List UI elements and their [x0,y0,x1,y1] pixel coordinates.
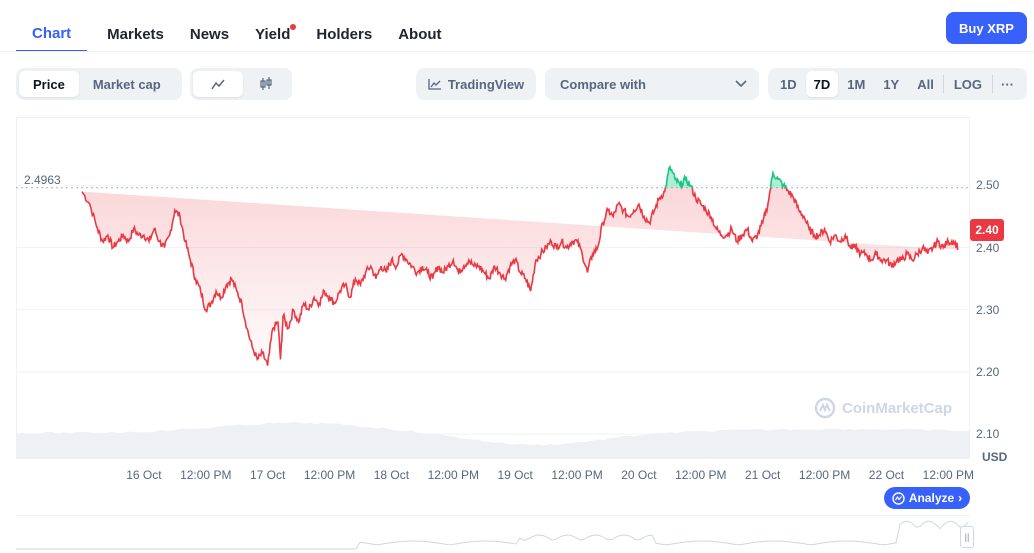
x-tick-label: 19 Oct [497,468,533,482]
price-area-fill [82,187,958,366]
line-chart-button[interactable] [193,71,243,97]
price-area-fill-up [665,166,787,188]
range-all[interactable]: All [908,71,943,97]
x-tick-label: 22 Oct [868,468,905,482]
analyze-icon [892,491,905,505]
price-line [81,187,959,366]
analyze-button[interactable]: Analyze › [884,487,970,509]
coinmarketcap-logo-icon [814,397,836,419]
x-tick-label: 16 Oct [126,468,162,482]
market-cap-option-label: Market cap [92,76,161,92]
y-tick-label: 2.20 [976,364,1000,379]
buy-xrp-button[interactable]: Buy XRP [946,12,1027,44]
range-1d[interactable]: 1D [771,71,806,97]
log-scale-toggle[interactable]: LOG [944,71,992,97]
tab-news-label: News [189,26,230,43]
more-options-button[interactable]: ··· [993,71,1022,97]
x-tick-label: 12:00 PM [798,468,851,482]
compare-with-select[interactable]: Compare with [545,68,759,100]
tab-chart-label: Chart [32,25,72,42]
range-divider [942,75,944,93]
tab-markets[interactable]: Markets [107,26,164,52]
x-tick-label: 12:00 PM [551,468,603,482]
y-tick-label: 2.30 [976,302,1000,317]
buy-xrp-label: Buy XRP [959,20,1014,36]
candlestick-button[interactable] [243,71,289,97]
chevron-down-icon [735,80,747,88]
tradingview-chart-icon [428,79,441,90]
tab-markets-label: Markets [107,26,164,43]
tradingview-button[interactable]: TradingView [416,68,536,100]
volume-area [16,422,970,459]
watermark-text: CoinMarketCap [842,399,953,417]
analyze-label: Analyze [908,491,955,505]
metric-toggle: Price Market cap [16,68,182,100]
time-navigator[interactable] [16,515,970,553]
chart-type-toggle [190,68,292,100]
log-scale-label: LOG [953,76,983,92]
y-tick-label: 2.40 [976,240,1000,255]
range-all-label: All [917,76,934,92]
x-tick-label: 12:00 PM [427,468,479,482]
y-tick-label: 2.10 [976,427,1000,442]
range-1y[interactable]: 1Y [874,71,908,97]
current-price-tag: 2.40 [970,219,1004,241]
tabs-divider [0,51,1034,52]
market-cap-option[interactable]: Market cap [79,71,175,97]
range-1m-label: 1M [847,76,866,92]
x-tick-label: 18 Oct [373,468,410,482]
tab-chart[interactable]: Chart [16,25,88,52]
x-tick-label: 12:00 PM [922,468,975,482]
x-tick-label: 12:00 PM [303,468,356,482]
price-option-label: Price [33,76,65,92]
price-option[interactable]: Price [19,71,79,97]
x-tick-label: 20 Oct [621,468,657,482]
tab-yield-label: Yield [255,26,291,43]
tab-news[interactable]: News [190,26,229,52]
chevron-right-icon: › [958,491,963,505]
more-options-icon: ··· [1001,76,1015,92]
navigator-series [16,520,969,550]
range-7d-label: 7D [813,76,831,92]
x-tick-label: 12:00 PM [180,468,232,482]
range-selector: 1D 7D 1M 1Y All LOG ··· [768,68,1027,100]
tradingview-label: TradingView [447,76,525,92]
range-1d-label: 1D [780,76,797,92]
compare-with-label: Compare with [560,76,646,92]
x-tick-label: 21 Oct [745,468,781,482]
candlestick-icon [260,77,272,90]
range-7d[interactable]: 7D [805,71,839,97]
tab-yield[interactable]: Yield [255,24,297,52]
tab-about[interactable]: About [398,26,441,52]
y-tick-label: 2.50 [976,178,1000,193]
line-chart-icon [211,79,225,90]
section-tabs: Chart Markets News Yield Holders About [16,0,468,52]
reference-price-label: 2.4963 [22,173,63,187]
price-chart[interactable] [16,117,970,459]
range-divider-2 [992,75,994,93]
tab-about-label: About [398,26,442,43]
tab-holders-label: Holders [316,26,373,43]
coinmarketcap-watermark: CoinMarketCap [814,397,952,419]
x-tick-label: 12:00 PM [675,468,727,482]
range-1y-label: 1Y [883,76,900,92]
tab-holders[interactable]: Holders [316,26,372,52]
x-tick-label: 17 Oct [249,468,286,482]
navigator-handle[interactable]: || [960,526,974,548]
currency-label: USD [982,450,1008,464]
range-1m[interactable]: 1M [838,71,874,97]
navigator-border [16,515,970,516]
new-badge-dot [290,24,297,30]
